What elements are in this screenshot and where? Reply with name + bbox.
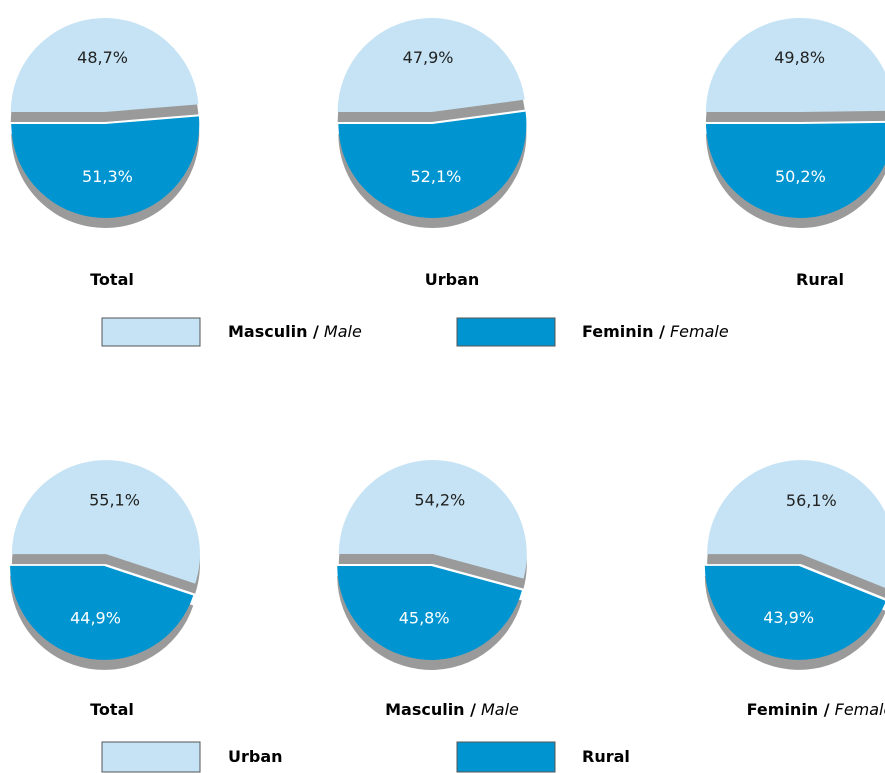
slice	[705, 18, 885, 112]
value-label: 49,8%	[774, 48, 825, 67]
slice	[707, 460, 885, 588]
slice	[337, 565, 522, 660]
legend-label: Masculin / Male	[228, 322, 362, 341]
legend-label-part: Feminin /	[582, 322, 665, 341]
legend-label-part: Male	[324, 322, 362, 341]
legend-label: Urban	[228, 747, 283, 766]
pie-title: Feminin / Female	[747, 700, 885, 719]
pie-title: Masculin / Male	[385, 700, 519, 719]
slice	[337, 18, 525, 113]
value-label: 43,9%	[763, 608, 814, 627]
slice	[11, 460, 200, 584]
pie-title-part: Masculin /	[385, 700, 476, 719]
slice	[10, 565, 194, 660]
value-label: 54,2%	[414, 490, 465, 509]
slice	[10, 18, 199, 113]
slice	[11, 116, 200, 218]
pie-title-part: Urban	[425, 270, 480, 289]
legend-label-part: Masculin /	[228, 322, 319, 341]
pie-title-part: Total	[90, 700, 134, 719]
legend-label: Rural	[582, 747, 630, 766]
value-label: 48,7%	[77, 48, 128, 67]
value-label: 50,2%	[775, 167, 826, 186]
value-label: 47,9%	[403, 48, 454, 67]
pie-title-part: Female	[835, 700, 885, 719]
legend-label: Feminin / Female	[582, 322, 729, 341]
legend-swatch	[101, 317, 201, 347]
pie-title: Urban	[425, 270, 480, 289]
pie-title: Rural	[796, 270, 844, 289]
value-label: 44,9%	[70, 608, 121, 627]
value-label: 56,1%	[786, 491, 837, 510]
pie-title-part: Male	[481, 700, 519, 719]
slice	[338, 460, 527, 579]
pie-title: Total	[90, 700, 134, 719]
slice	[706, 122, 885, 218]
pie-title-part: Feminin /	[747, 700, 830, 719]
legend-swatch	[456, 741, 556, 773]
legend-swatch	[456, 317, 556, 347]
value-label: 51,3%	[82, 167, 133, 186]
pie-title: Total	[90, 270, 134, 289]
pie-title-part: Rural	[796, 270, 844, 289]
legend-label-part: Female	[670, 322, 729, 341]
slice	[338, 111, 527, 218]
legend-swatch	[101, 741, 201, 773]
value-label: 45,8%	[399, 609, 450, 628]
value-label: 55,1%	[89, 491, 140, 510]
slice	[704, 565, 885, 660]
legend-label-part: Rural	[582, 747, 630, 766]
pie-title-part: Total	[90, 270, 134, 289]
value-label: 52,1%	[411, 167, 462, 186]
legend-label-part: Urban	[228, 747, 283, 766]
